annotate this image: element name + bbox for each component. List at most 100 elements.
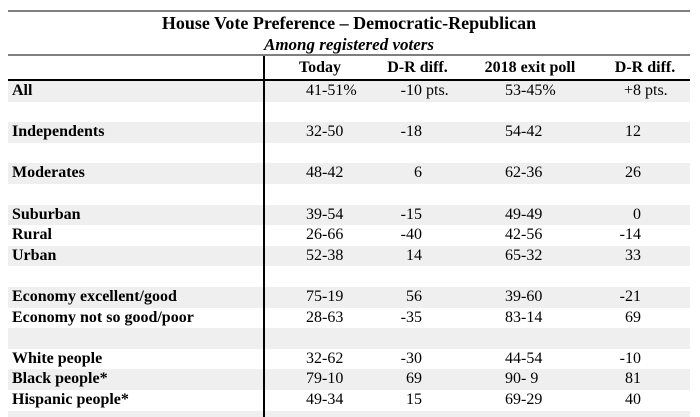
dr-diff-2018-value: 81 (625, 370, 641, 388)
dr-diff-today-value: 14 (406, 246, 422, 264)
table-row: Independents 32-50 -18 54-42 12 (8, 122, 690, 143)
cell-dr-diff-today: -40 (375, 225, 460, 246)
cell-dr-diff-2018: 26 (600, 163, 690, 184)
top-rule (8, 10, 690, 12)
dr-diff-2018-value: 26 (625, 164, 641, 182)
table-row: Moderates 48-42 6 62-36 26 (8, 163, 690, 184)
header-top-rule (8, 54, 690, 56)
data-table: Today D-R diff. 2018 exit poll D-R diff.… (8, 56, 690, 417)
table-row (8, 410, 690, 417)
header-row: Today D-R diff. 2018 exit poll D-R diff. (8, 56, 690, 81)
row-label: Suburban (8, 205, 264, 226)
dr-diff-today-value: -40 (400, 226, 422, 244)
row-label-text: Suburban (12, 205, 81, 223)
vote-preference-table: House Vote Preference – Democratic-Repub… (8, 10, 690, 417)
today-value: 41-51 (306, 82, 344, 99)
table-subtitle: Among registered voters (264, 35, 434, 54)
today-value: 39-54 (306, 205, 344, 223)
row-label-text: White people (12, 349, 103, 367)
today-value: 28-63 (306, 308, 344, 326)
dr-diff-2018-value: 0 (633, 205, 641, 223)
dr-diff-today-unit: pts. (422, 82, 449, 99)
dr-diff-today-value: 6 (414, 164, 422, 182)
cell-dr-diff-2018 (600, 184, 690, 205)
row-label: Economy excellent/good (8, 287, 264, 308)
today-value: 48-42 (306, 164, 344, 182)
cell-today (263, 142, 375, 164)
table-row (8, 142, 690, 164)
row-label-text: All (12, 82, 33, 99)
table-row (8, 183, 690, 205)
exit-poll-2018-value: 53-45 (505, 82, 543, 99)
row-label (8, 184, 264, 205)
cell-today (263, 328, 375, 349)
row-label-text: Black people* (12, 370, 108, 388)
column-header-group (8, 56, 264, 81)
dr-diff-2018-value: 12 (625, 123, 641, 141)
cell-dr-diff-today: -35 (375, 308, 460, 329)
cell-2018-exit-poll (460, 266, 600, 287)
exit-poll-2018-value: 39-60 (505, 287, 543, 305)
row-label: Black people* (8, 369, 264, 390)
table-body: All 41-51% -10 pts. 53-45% +8 pts. Indep… (8, 80, 690, 417)
column-header-today: Today (263, 56, 375, 81)
cell-dr-diff-today: -10 pts. (375, 80, 460, 102)
today-value: 32-50 (306, 123, 344, 141)
cell-2018-exit-poll: 90- 9 (460, 369, 600, 390)
cell-dr-diff-2018: -14 (600, 225, 690, 246)
row-label-text: Independents (12, 123, 105, 141)
cell-2018-exit-poll: 42-56 (460, 225, 600, 246)
exit-poll-2018-value: 49-49 (505, 205, 543, 223)
cell-today: 52-38 (263, 245, 375, 267)
dr-diff-2018-value: 33 (625, 246, 641, 264)
cell-dr-diff-today (375, 143, 460, 164)
row-label: Urban (8, 246, 264, 267)
cell-dr-diff-today: -18 (375, 122, 460, 143)
dr-diff-2018-value: 40 (625, 390, 641, 408)
cell-today: 26-66 (263, 225, 375, 246)
column-header-2018-exit-poll: 2018 exit poll (460, 56, 600, 81)
cell-today (263, 410, 375, 417)
dr-diff-today-value: -10 (400, 82, 422, 99)
cell-dr-diff-2018: 69 (600, 308, 690, 329)
cell-today: 48-42 (263, 163, 375, 184)
cell-2018-exit-poll: 39-60 (460, 287, 600, 308)
cell-dr-diff-today (375, 102, 460, 123)
row-label: Economy not so good/poor (8, 308, 264, 329)
cell-dr-diff-today: 14 (375, 246, 460, 267)
cell-2018-exit-poll (460, 143, 600, 164)
cell-dr-diff-2018 (600, 102, 690, 123)
exit-poll-2018-value: 62-36 (505, 164, 543, 182)
cell-dr-diff-2018 (600, 411, 690, 417)
dr-diff-2018-value: -21 (619, 287, 641, 305)
table-row (8, 328, 690, 349)
cell-today: 32-50 (263, 122, 375, 143)
exit-poll-2018-value: 90- 9 (505, 370, 539, 388)
dr-diff-2018-value: +8 (623, 82, 641, 99)
cell-today: 49-34 (263, 389, 375, 411)
cell-today: 39-54 (263, 204, 375, 226)
exit-poll-2018-value: 65-32 (505, 246, 543, 264)
dr-diff-today-value: -35 (400, 308, 422, 326)
row-label: White people (8, 349, 264, 370)
cell-2018-exit-poll (460, 102, 600, 123)
cell-dr-diff-2018: -21 (600, 287, 690, 308)
cell-2018-exit-poll (460, 411, 600, 417)
row-label (8, 266, 264, 287)
cell-today: 41-51% (263, 80, 375, 102)
cell-dr-diff-today: 15 (375, 390, 460, 411)
cell-dr-diff-2018: 40 (600, 390, 690, 411)
table-row: All 41-51% -10 pts. 53-45% +8 pts. (8, 80, 690, 102)
cell-dr-diff-today (375, 266, 460, 287)
dr-diff-today-value: 56 (406, 287, 422, 305)
table-title: House Vote Preference – Democratic-Repub… (161, 13, 537, 33)
today-value: 79-10 (306, 370, 344, 388)
dr-diff-today-value: 69 (406, 370, 422, 388)
row-label-text: Hispanic people* (12, 390, 129, 408)
cell-dr-diff-today (375, 411, 460, 417)
cell-2018-exit-poll (460, 328, 600, 349)
today-unit: % (343, 82, 357, 99)
dr-diff-today-value: -15 (400, 205, 422, 223)
table-row: Economy excellent/good 75-19 56 39-60 -2… (8, 286, 690, 308)
table-row: Suburban 39-54 -15 49-49 0 (8, 204, 690, 226)
